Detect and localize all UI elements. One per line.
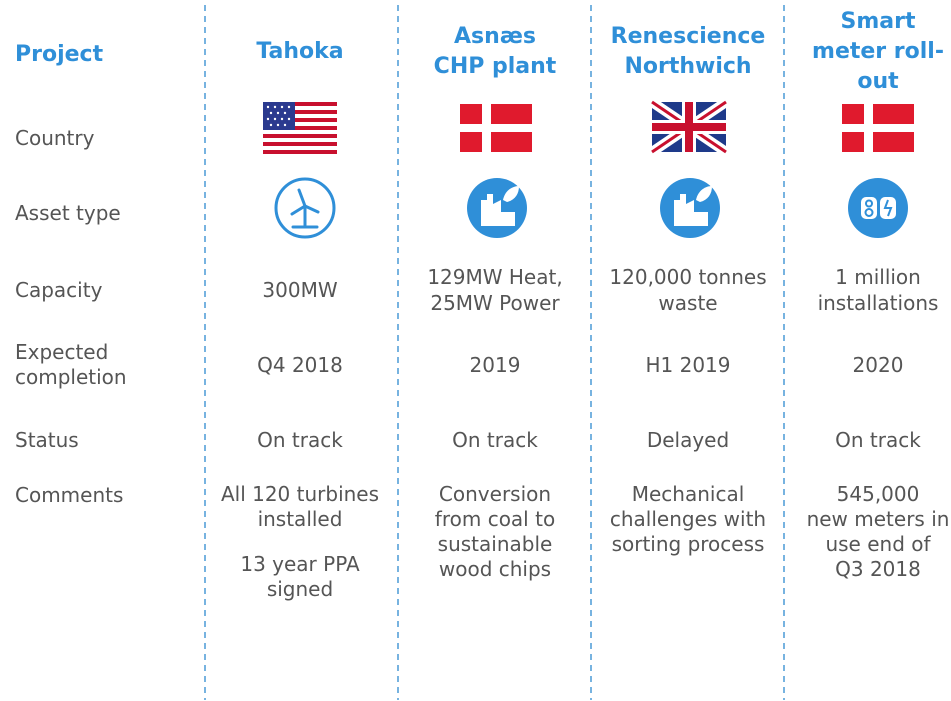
text-line: Q4 2018	[257, 353, 343, 377]
text-line: Comments	[15, 482, 124, 507]
text-line: 2020	[852, 353, 904, 377]
corner-label: Project	[15, 42, 104, 67]
text-line: On track	[257, 428, 343, 452]
text-line: H1 2019	[645, 353, 731, 377]
completion: 2019	[400, 352, 590, 378]
icon-plant	[467, 178, 527, 238]
text-line: installations	[817, 291, 939, 315]
text-line: sustainable	[437, 532, 553, 556]
flag-dk	[842, 104, 914, 152]
completion: 2020	[783, 352, 951, 378]
column-header: Tahoka	[205, 37, 395, 67]
column-header: Smart meter roll-out	[783, 7, 951, 97]
text-line: use end of	[825, 532, 931, 556]
comment: Mechanical challenges with sorting process	[593, 482, 783, 557]
row-label: Status	[15, 428, 195, 453]
text-line: 13 year PPA	[240, 552, 360, 576]
text-line: On track	[452, 428, 538, 452]
status: On track	[783, 427, 951, 453]
row-label: Comments	[15, 483, 195, 508]
text-line: Expected	[15, 340, 109, 364]
text-line: new meters in	[806, 507, 950, 531]
text-line: Conversion	[438, 482, 552, 506]
text-line: meter roll-	[812, 39, 944, 64]
text-line: sorting process	[611, 532, 765, 556]
text-line: Country	[15, 125, 95, 150]
capacity: 120,000 tonnes waste	[593, 264, 783, 316]
completion: H1 2019	[593, 352, 783, 378]
text-line: signed	[266, 577, 334, 601]
text-line: Delayed	[646, 428, 730, 452]
text-line: Tahoka	[256, 39, 344, 64]
flag-uk	[649, 97, 729, 157]
text-line: Renescience	[610, 24, 766, 49]
text-line: 25MW Power	[430, 291, 560, 315]
text-line: 1 million	[835, 265, 921, 289]
capacity: 129MW Heat, 25MW Power	[400, 264, 590, 316]
flag-dk	[460, 104, 532, 152]
text-line: Smart	[840, 9, 916, 34]
column-header: Renescience Northwich	[593, 22, 783, 82]
dividers	[204, 5, 785, 700]
status: On track	[400, 427, 590, 453]
text-line: On track	[835, 428, 921, 452]
text-line: 120,000 tonnes	[609, 265, 767, 289]
row-label: Country	[15, 126, 195, 151]
text-line: Northwich	[624, 54, 752, 79]
capacity: 300MW	[205, 277, 395, 303]
text-line: 129MW Heat,	[427, 265, 563, 289]
text-line: challenges with	[609, 507, 767, 531]
column-header: Asnæs CHP plant	[400, 22, 590, 82]
text-line: All 120 turbines	[220, 482, 380, 506]
text-line: Mechanical	[631, 482, 745, 506]
row-label: Capacity	[15, 278, 195, 303]
comment: 13 year PPA signed	[205, 552, 395, 602]
text-line: waste	[658, 291, 718, 315]
text-line: CHP plant	[433, 54, 557, 79]
completion: Q4 2018	[205, 352, 395, 378]
text-line: installed	[257, 507, 343, 531]
flag-us	[263, 102, 337, 154]
text-line: completion	[15, 365, 127, 389]
icon-meter	[848, 178, 908, 238]
text-line: Asset type	[15, 200, 121, 225]
status: On track	[205, 427, 395, 453]
icon-wind	[274, 177, 336, 239]
capacity: 1 million installations	[783, 264, 951, 316]
text-line: 2019	[469, 353, 521, 377]
text-line: out	[857, 69, 899, 94]
row-label: Expected completion	[15, 340, 195, 390]
status: Delayed	[593, 427, 783, 453]
comment: 545,000 new meters in use end of Q3 2018	[783, 482, 951, 582]
text-line: 300MW	[262, 278, 338, 302]
text-line: 545,000	[836, 482, 920, 506]
text-line: Asnæs	[454, 24, 536, 49]
comment: All 120 turbines installed	[205, 482, 395, 532]
text-line: Capacity	[15, 277, 103, 302]
comment: Conversion from coal to sustainable wood ch…	[400, 482, 590, 582]
text-line: wood chips	[438, 557, 552, 581]
row-label: Asset type	[15, 201, 195, 226]
text-line: from coal to	[434, 507, 556, 531]
text-line: Q3 2018	[835, 557, 921, 581]
text-line: Status	[15, 427, 79, 452]
icon-plant	[660, 178, 720, 238]
